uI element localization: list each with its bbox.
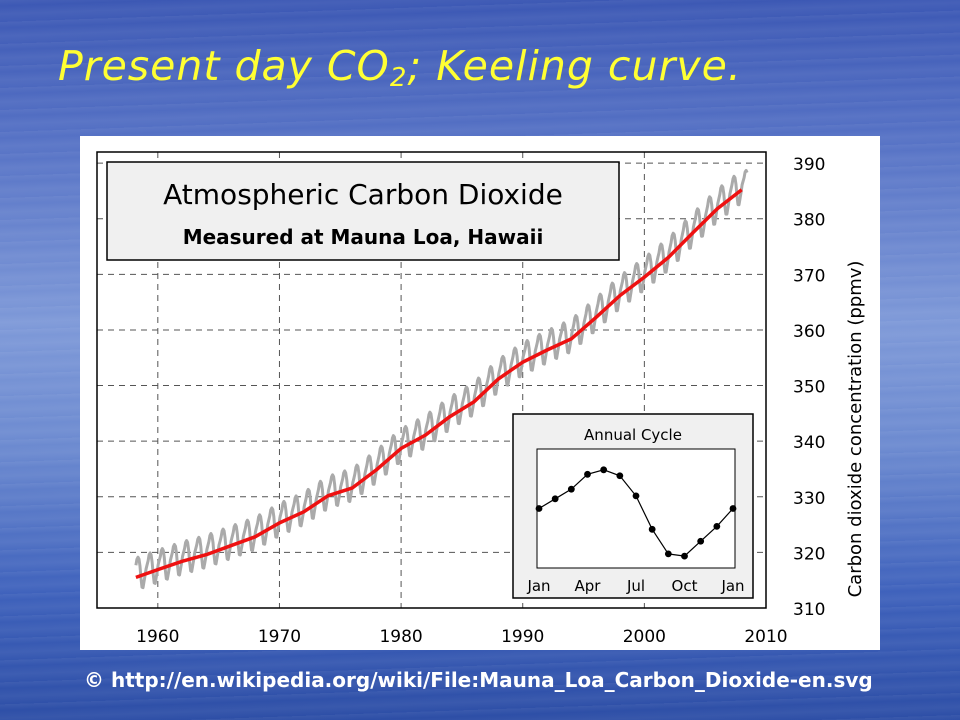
inset-point-nov-10 bbox=[697, 537, 705, 545]
monthly-series-layer bbox=[134, 168, 749, 590]
series-monthly-line bbox=[134, 168, 749, 590]
title-subscript: 2 bbox=[389, 63, 408, 93]
inset-title: Annual Cycle bbox=[584, 426, 682, 444]
x-tick-label-2010: 2010 bbox=[744, 627, 787, 647]
title-main-text: Present day CO bbox=[58, 42, 390, 90]
y-tick-label-330: 330 bbox=[793, 489, 825, 509]
y-tick-label-340: 340 bbox=[793, 433, 825, 453]
inset-point-oct-9 bbox=[681, 552, 688, 560]
y-tick-label-390: 390 bbox=[793, 155, 825, 175]
inset-plot-frame bbox=[536, 448, 736, 569]
inset-x-tick-3: Oct bbox=[672, 577, 698, 595]
inset-point-feb-1 bbox=[551, 495, 559, 503]
inset-point-jun-5 bbox=[616, 472, 624, 480]
inset-x-tick-0: Jan bbox=[526, 577, 550, 595]
y-axis-label: Carbon dioxide concentration (ppmv) bbox=[845, 261, 866, 598]
y-tick-labels: 310 320 330 340 350 360 370 380 390 bbox=[793, 155, 825, 620]
inset-series-layer bbox=[535, 466, 737, 560]
y-tick-label-370: 370 bbox=[793, 266, 825, 286]
inset-point-apr-3 bbox=[584, 470, 591, 478]
keeling-chart: 310 320 330 340 350 360 370 380 390 1960 1970 1980… bbox=[80, 136, 880, 650]
inset-x-tick-2: Jul bbox=[626, 577, 645, 595]
y-tick-label-380: 380 bbox=[793, 211, 825, 231]
x-tick-label-1970: 1970 bbox=[258, 627, 301, 647]
inset-point-sep-8 bbox=[664, 550, 672, 558]
chart-svg: 310 320 330 340 350 360 370 380 390 1960 1970 1980… bbox=[96, 151, 866, 647]
y-tick-label-320: 320 bbox=[793, 544, 825, 564]
x-tick-labels: 1960 1970 1980 1990 2000 2010 bbox=[136, 627, 787, 647]
title-box bbox=[106, 161, 620, 261]
chart-title: Atmospheric Carbon Dioxide bbox=[163, 178, 563, 211]
chart-subtitle: Measured at Mauna Loa, Hawaii bbox=[183, 225, 544, 249]
x-tick-label-1990: 1990 bbox=[501, 627, 544, 647]
series-trend-line bbox=[135, 188, 743, 580]
inset-point-jan-0 bbox=[535, 505, 543, 512]
trend-series-layer bbox=[135, 188, 743, 580]
inset-point-aug-7 bbox=[648, 525, 656, 533]
source-citation: © http://en.wikipedia.org/wiki/File:Maun… bbox=[84, 668, 873, 692]
inset-point-may-4 bbox=[600, 466, 608, 474]
y-tick-label-360: 360 bbox=[793, 322, 825, 342]
x-tick-label-1980: 1980 bbox=[379, 627, 422, 647]
inset-point-dec-11 bbox=[713, 522, 721, 530]
inset-x-tick-4: Jan bbox=[720, 577, 744, 595]
inset-x-tick-labels: Jan Apr Jul Oct Jan bbox=[526, 577, 744, 595]
y-tick-label-310: 310 bbox=[793, 600, 825, 620]
plot-frame bbox=[96, 151, 767, 609]
y-tick-label-350: 350 bbox=[793, 378, 825, 398]
inset-x-tick-1: Apr bbox=[575, 577, 602, 595]
slide-title: Present day CO2; Keeling curve. bbox=[58, 42, 742, 93]
x-tick-label-2000: 2000 bbox=[623, 627, 666, 647]
inset-point-jan-12 bbox=[729, 505, 737, 512]
inset-point-mar-2 bbox=[567, 485, 575, 493]
x-tick-label-1960: 1960 bbox=[136, 627, 179, 647]
inset-point-jul-6 bbox=[632, 492, 640, 500]
title-rest-text: ; Keeling curve. bbox=[407, 42, 742, 90]
